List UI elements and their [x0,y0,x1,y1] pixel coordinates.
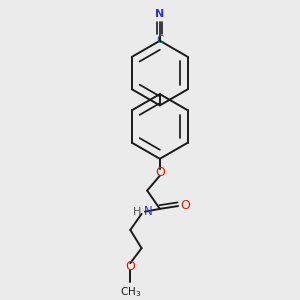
Text: O: O [155,166,165,179]
Text: H: H [133,207,141,217]
Text: CH$_3$: CH$_3$ [120,285,141,299]
Text: N: N [155,9,164,19]
Text: O: O [125,260,135,273]
Text: O: O [180,199,190,212]
Text: N: N [144,205,153,218]
Text: C: C [156,35,164,45]
